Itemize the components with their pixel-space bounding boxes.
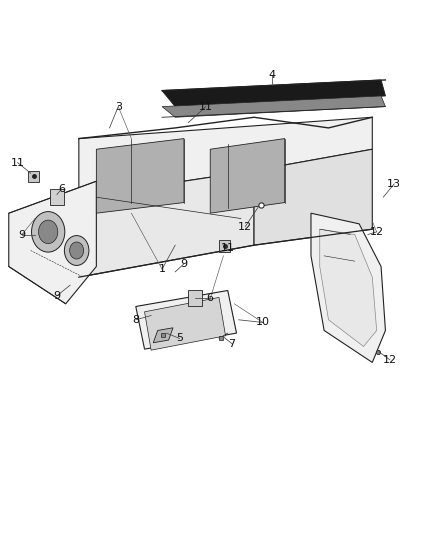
Circle shape	[32, 212, 65, 252]
Polygon shape	[9, 181, 96, 304]
Polygon shape	[162, 80, 385, 107]
Text: 12: 12	[238, 222, 252, 231]
Text: 12: 12	[370, 227, 384, 237]
Text: 11: 11	[11, 158, 25, 167]
Text: 13: 13	[387, 179, 401, 189]
Text: 7: 7	[229, 339, 236, 349]
Text: 11: 11	[221, 243, 235, 253]
Polygon shape	[50, 189, 64, 205]
Polygon shape	[153, 328, 173, 343]
Text: 4: 4	[268, 70, 275, 79]
Text: 6: 6	[207, 294, 214, 303]
Polygon shape	[145, 297, 226, 350]
Polygon shape	[188, 290, 202, 306]
Text: 10: 10	[256, 318, 270, 327]
Polygon shape	[254, 149, 372, 245]
Text: 8: 8	[132, 315, 139, 325]
Circle shape	[39, 220, 58, 244]
Text: 9: 9	[180, 259, 187, 269]
Circle shape	[70, 242, 84, 259]
Text: 6: 6	[58, 184, 65, 194]
Polygon shape	[136, 290, 237, 349]
Text: 11: 11	[199, 102, 213, 111]
Polygon shape	[96, 139, 184, 213]
Polygon shape	[162, 96, 385, 117]
Text: 5: 5	[176, 334, 183, 343]
Text: 3: 3	[115, 102, 122, 111]
Polygon shape	[210, 139, 285, 213]
Text: 12: 12	[383, 355, 397, 365]
Polygon shape	[79, 117, 372, 197]
Polygon shape	[219, 240, 230, 252]
Text: 9: 9	[18, 230, 25, 239]
Polygon shape	[79, 171, 254, 277]
Circle shape	[64, 236, 89, 265]
Text: 1: 1	[159, 264, 166, 274]
Polygon shape	[311, 213, 385, 362]
Polygon shape	[28, 171, 39, 182]
Text: 9: 9	[53, 291, 60, 301]
Polygon shape	[320, 229, 377, 346]
